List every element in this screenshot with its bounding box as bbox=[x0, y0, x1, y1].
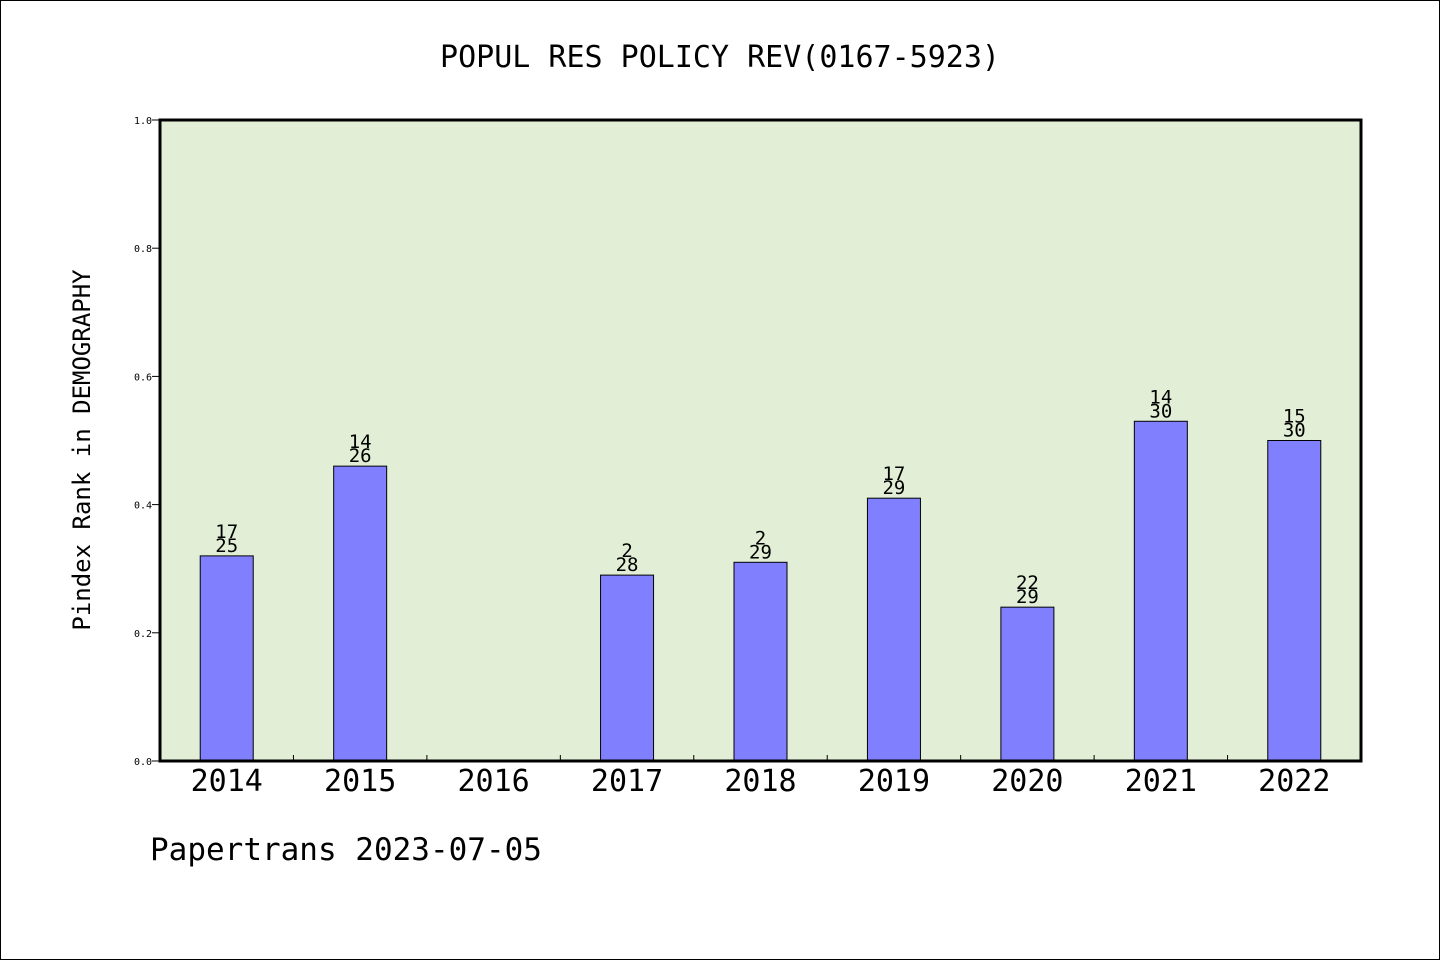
bar-2015 bbox=[333, 465, 388, 762]
y-tick-label: 0.6 bbox=[134, 372, 152, 383]
bar-2018 bbox=[733, 561, 788, 762]
bar-label-bottom: 28 bbox=[616, 554, 639, 576]
x-tick-label: 2017 bbox=[591, 764, 663, 799]
bar-2022 bbox=[1267, 440, 1322, 762]
bar-label-top: 14 bbox=[1149, 386, 1172, 408]
x-tick-label: 2015 bbox=[324, 764, 396, 799]
bar-label-top: 2 bbox=[621, 540, 632, 562]
bar-label-top: 17 bbox=[215, 521, 238, 543]
y-axis-label: Pindex Rank in DEMOGRAPHY bbox=[68, 269, 96, 631]
x-tick-label: 2014 bbox=[191, 764, 263, 799]
y-tick-label: 0.8 bbox=[134, 244, 152, 255]
y-tick-label: 0.2 bbox=[134, 629, 152, 640]
x-tick-label: 2020 bbox=[991, 764, 1063, 799]
bar-label-top: 15 bbox=[1283, 406, 1306, 428]
bar-label-bottom: 25 bbox=[215, 535, 238, 557]
bar-label-top: 2 bbox=[755, 527, 766, 549]
x-tick-label: 2016 bbox=[457, 764, 529, 799]
bar-label-top: 14 bbox=[349, 431, 372, 453]
chart-title: POPUL RES POLICY REV(0167-5923) bbox=[440, 40, 1000, 75]
y-tick-label: 1.0 bbox=[134, 116, 152, 127]
bar-2017 bbox=[600, 574, 655, 762]
bar-2019 bbox=[866, 497, 921, 762]
bar-2014 bbox=[199, 555, 254, 762]
y-tick-label: 0.4 bbox=[134, 501, 152, 512]
bar-2020 bbox=[1000, 606, 1055, 762]
bar-label-bottom: 26 bbox=[349, 445, 372, 467]
bar-label-bottom: 29 bbox=[882, 477, 905, 499]
x-tick-label: 2018 bbox=[724, 764, 796, 799]
x-tick-label: 2019 bbox=[858, 764, 930, 799]
bars-layer bbox=[199, 420, 1322, 762]
x-tick-label: 2022 bbox=[1258, 764, 1330, 799]
bar-2021 bbox=[1133, 420, 1188, 762]
footer-text: Papertrans 2023-07-05 bbox=[150, 832, 542, 868]
plot-border bbox=[158, 118, 1363, 763]
bar-label-bottom: 30 bbox=[1149, 400, 1172, 422]
bar-label-top: 22 bbox=[1016, 572, 1039, 594]
bar-label-bottom: 29 bbox=[1016, 586, 1039, 608]
x-tick-label: 2021 bbox=[1125, 764, 1197, 799]
y-tick-label: 0.0 bbox=[134, 757, 152, 768]
bar-label-top: 17 bbox=[882, 463, 905, 485]
bar-label-bottom: 29 bbox=[749, 541, 772, 563]
bar-label-bottom: 30 bbox=[1283, 420, 1306, 442]
